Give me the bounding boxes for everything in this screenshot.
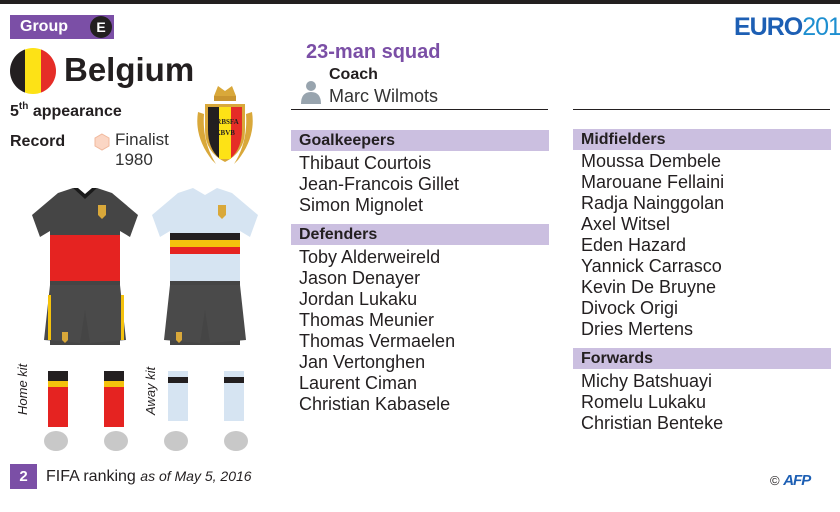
player-name: Dries Mertens [581, 319, 694, 339]
section-forwards: Forwards [573, 348, 831, 369]
section-defenders: Defenders [291, 224, 549, 245]
player-name: Yannick Carrasco [581, 256, 722, 276]
top-bar [0, 0, 840, 4]
coach-name: Marc Wilmots [329, 86, 438, 106]
player-name: Moussa Dembele [581, 151, 722, 171]
squad-column-left: Goalkeepers Thibaut Courtois Jean-Franco… [291, 130, 549, 415]
federation-crest-icon: URBSFA KBVB [197, 86, 253, 164]
player-name: Romelu Lukaku [581, 392, 707, 412]
afp-credit: © AFP [770, 472, 811, 489]
player-name: Axel Witsel [581, 214, 671, 234]
coach-label: Coach [329, 66, 378, 83]
player-name: Thibaut Courtois [299, 153, 432, 173]
group-letter: E [90, 16, 112, 38]
player-name: Marouane Fellaini [581, 172, 725, 192]
player-name: Jason Denayer [299, 268, 421, 288]
player-name: Jean-Francois Gillet [299, 174, 460, 194]
group-label: Group [20, 18, 68, 35]
player-name: Jan Vertonghen [299, 352, 426, 372]
away-kit-icon [152, 188, 258, 451]
player-name: Christian Kabasele [299, 394, 451, 414]
country-name: Belgium [64, 51, 195, 88]
home-kit-label: Home kit [15, 363, 30, 415]
player-name: Michy Batshuayi [581, 371, 713, 391]
player-name: Radja Nainggolan [581, 193, 725, 213]
section-goalkeepers: Goalkeepers [291, 130, 549, 151]
divider-right [573, 109, 830, 110]
player-name: Kevin De Bruyne [581, 277, 717, 297]
player-name: Christian Benteke [581, 413, 724, 433]
divider-left [291, 109, 548, 110]
squad-title: 23-man squad [306, 41, 441, 63]
person-icon [301, 81, 321, 104]
player-name: Simon Mignolet [299, 195, 424, 215]
svg-text:URBSFA: URBSFA [211, 118, 238, 126]
fifa-ranking-badge: 2 [10, 464, 37, 489]
player-name: Jordan Lukaku [299, 289, 418, 309]
player-name: Eden Hazard [581, 235, 687, 255]
player-name: Toby Alderweireld [299, 247, 441, 267]
svg-text:KBVB: KBVB [215, 129, 235, 137]
away-kit-label: Away kit [143, 366, 158, 415]
euro-2016-logo: EURO2016 [734, 13, 840, 41]
hexagon-icon [94, 133, 110, 151]
player-name: Laurent Ciman [299, 373, 418, 393]
squad-column-right: Midfielders Moussa Dembele Marouane Fell… [573, 129, 831, 434]
fifa-ranking-text: FIFA ranking as of May 5, 2016 [46, 468, 252, 485]
player-name: Divock Origi [581, 298, 679, 318]
player-name: Thomas Vermaelen [299, 331, 456, 351]
record-label: Record [10, 133, 66, 150]
player-name: Thomas Meunier [299, 310, 435, 330]
record-value: Finalist 1980 [115, 130, 169, 169]
group-badge: Group E [10, 15, 114, 39]
appearance-count: 5th appearance [10, 101, 122, 121]
belgium-flag-icon [10, 48, 56, 94]
section-midfielders: Midfielders [573, 129, 831, 150]
home-kit-icon [32, 188, 138, 451]
